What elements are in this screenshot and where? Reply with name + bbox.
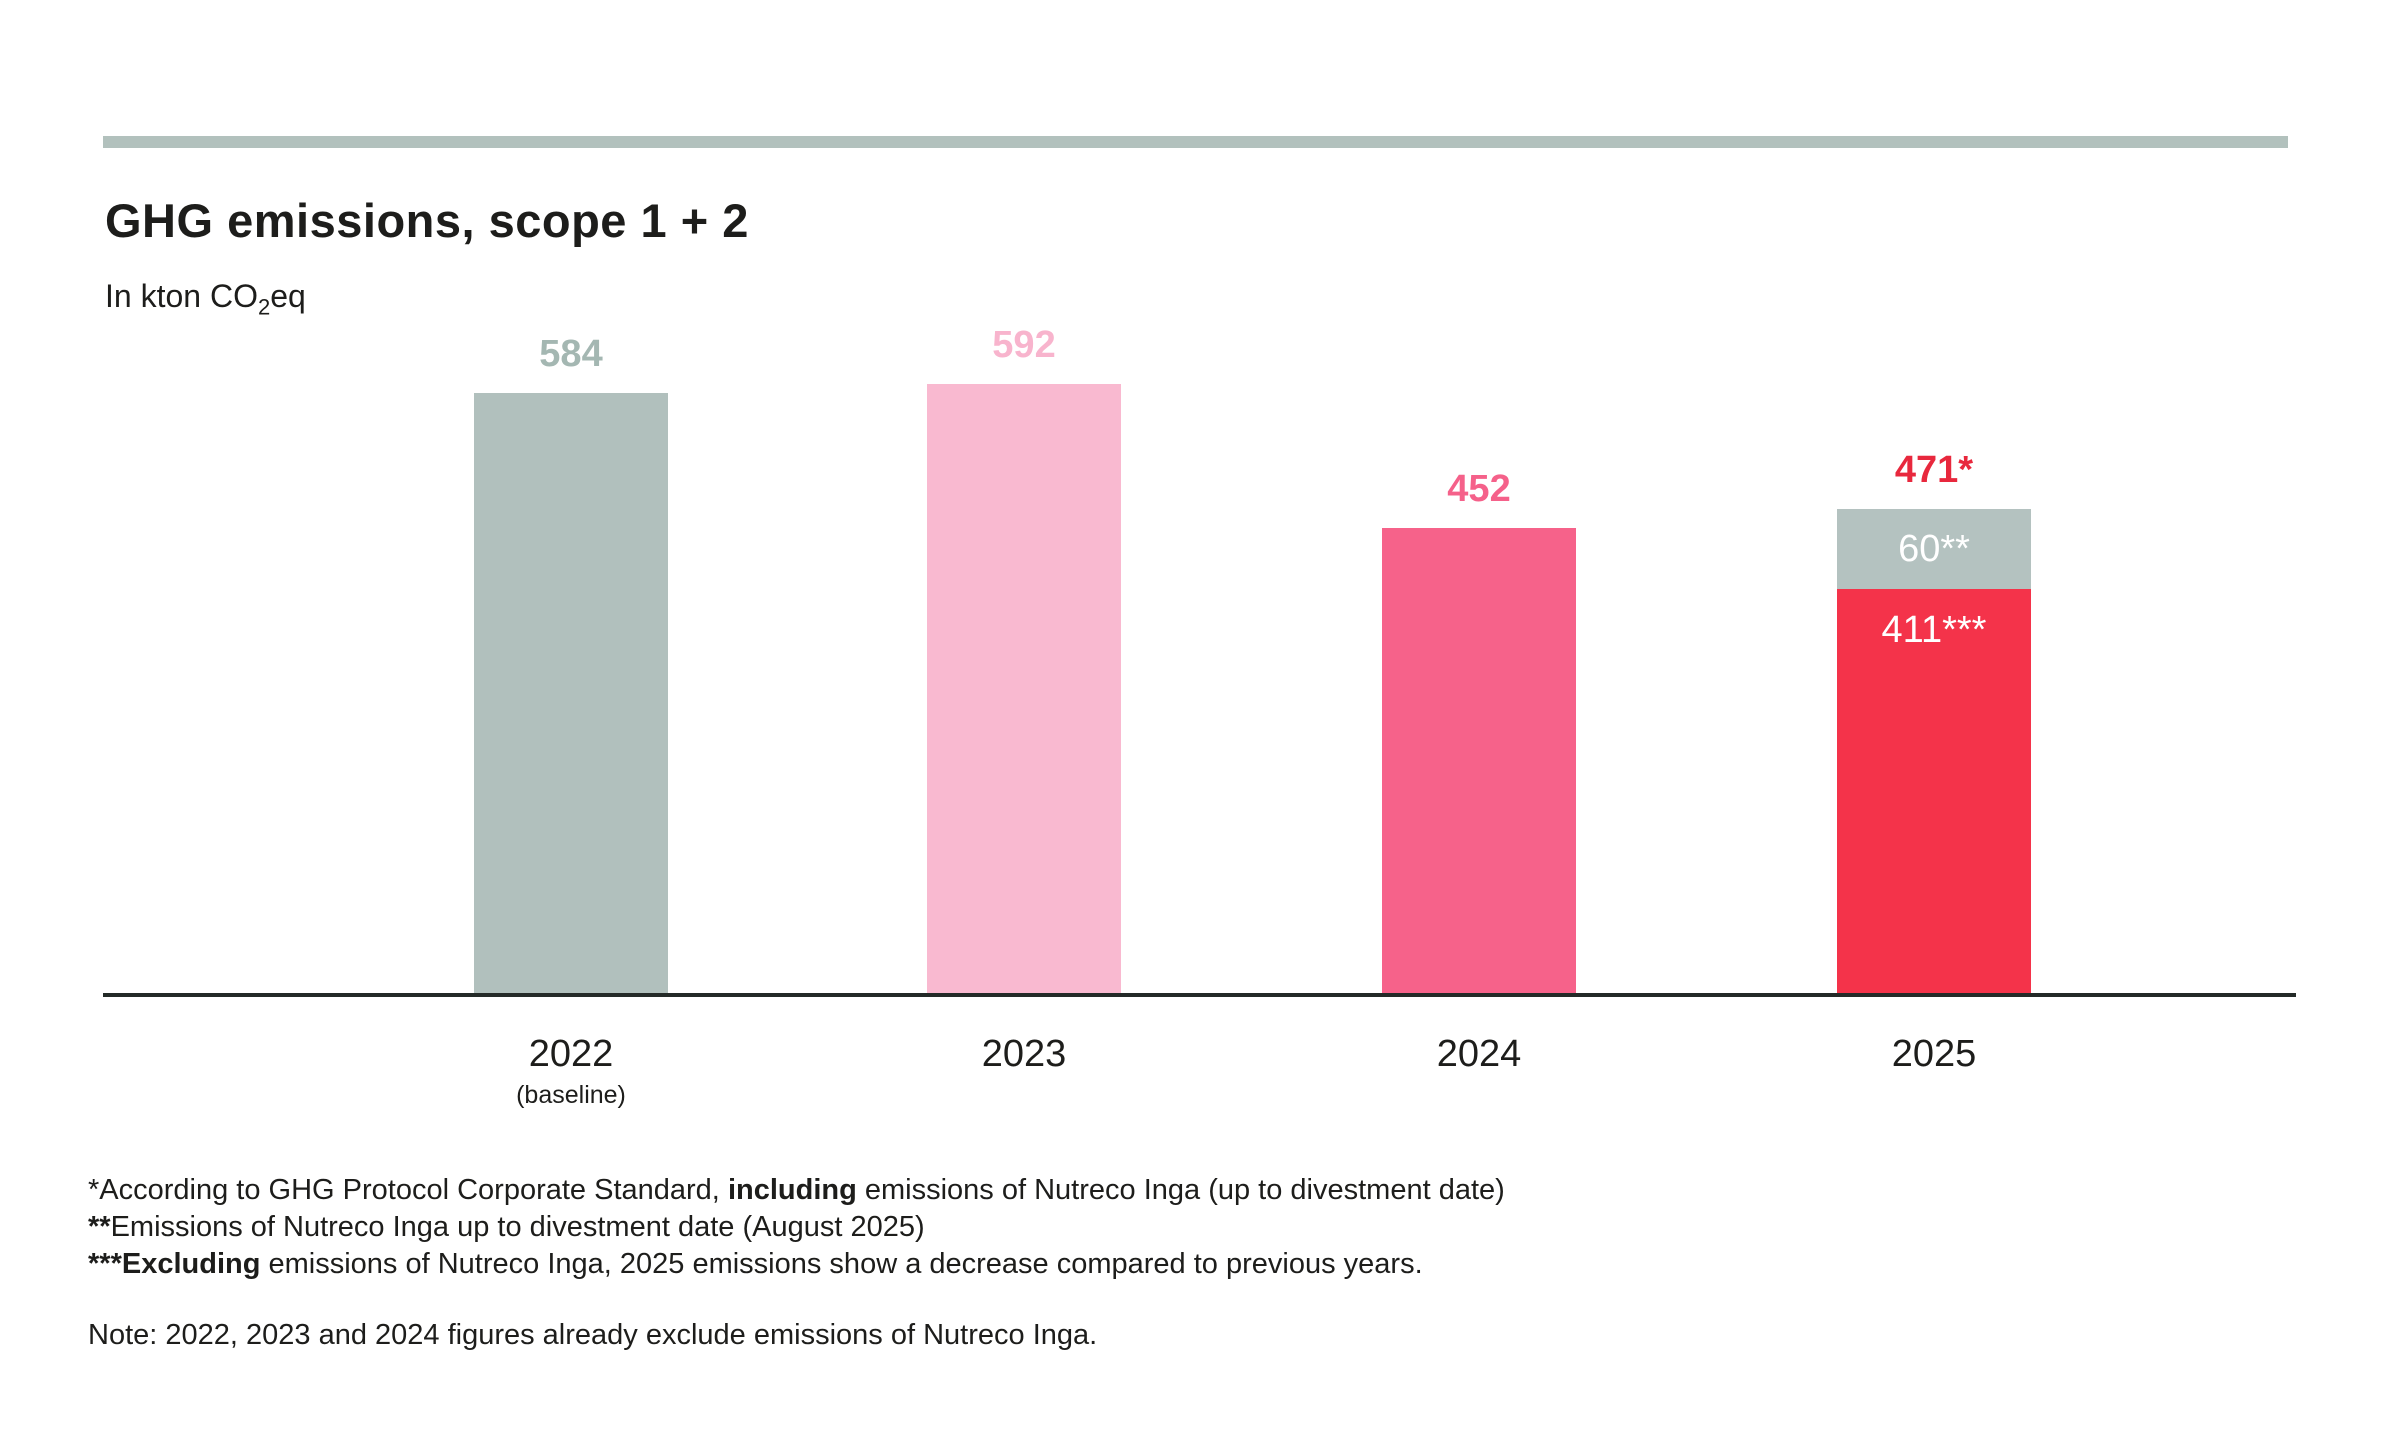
chart-title: GHG emissions, scope 1 + 2 [105, 194, 749, 247]
segment-value-label: 60** [1898, 527, 1970, 570]
bar-segment-2024-1 [1382, 528, 1576, 993]
footnotes: *According to GHG Protocol Corporate Sta… [88, 1172, 1505, 1283]
bar-2025: 471* 60** 411*** [1837, 451, 2031, 993]
x-axis-label-2022: 2022 [528, 1033, 614, 1075]
footnote-line-1: *According to GHG Protocol Corporate Sta… [88, 1172, 1505, 1209]
x-axis-sublabel-2022: (baseline) [516, 1081, 626, 1109]
note-line: Note: 2022, 2023 and 2024 figures alread… [88, 1319, 1098, 1351]
subtitle-unit-suffix: eq [270, 278, 306, 314]
bar-segment-2023-1 [927, 384, 1121, 993]
footnote-bold-text: including [727, 1174, 857, 1206]
top-accent-bar [103, 136, 2288, 148]
footnote-line-3: ***Excluding emissions of Nutreco Inga, … [88, 1246, 1505, 1283]
segment-value-label: 411*** [1881, 608, 1987, 651]
bar-2024: 452 [1382, 470, 1576, 993]
x-axis-label-2023: 2023 [981, 1033, 1067, 1075]
bar-2022: 584 [474, 335, 668, 993]
footnote-text: Emissions of Nutreco Inga up to divestme… [110, 1211, 925, 1243]
footnote-text: *According to GHG Protocol Corporate Sta… [88, 1174, 728, 1206]
bar-segment-2022-1 [474, 393, 668, 993]
bar-value-label-2023: 592 [992, 324, 1056, 366]
footnote-line-2: **Emissions of Nutreco Inga up to divest… [88, 1209, 1505, 1246]
subtitle-unit-prefix: In kton CO [105, 278, 258, 314]
x-axis-line [103, 993, 2296, 997]
footnote-text: emissions of Nutreco Inga (up to divestm… [856, 1174, 1505, 1206]
footnote-bold-text: ** [88, 1211, 111, 1243]
footnote-text: emissions of Nutreco Inga, 2025 emission… [260, 1248, 1423, 1280]
subtitle-subscript: 2 [257, 294, 271, 320]
bar-value-label-2025: 471* [1894, 449, 1974, 491]
chart-subtitle: In kton CO2eq [105, 278, 306, 318]
bar-value-label-2024: 452 [1447, 468, 1511, 510]
bar-value-label-2022: 584 [539, 333, 603, 375]
footnote-bold-text: ***Excluding [88, 1248, 261, 1280]
bar-segment-2025-2: 411*** [1837, 588, 2031, 993]
bar-segment-2025-1: 60** [1837, 509, 2031, 589]
x-axis-label-2024: 2024 [1436, 1033, 1522, 1075]
x-axis-label-2025: 2025 [1891, 1033, 1977, 1075]
bar-2023: 592 [927, 326, 1121, 993]
